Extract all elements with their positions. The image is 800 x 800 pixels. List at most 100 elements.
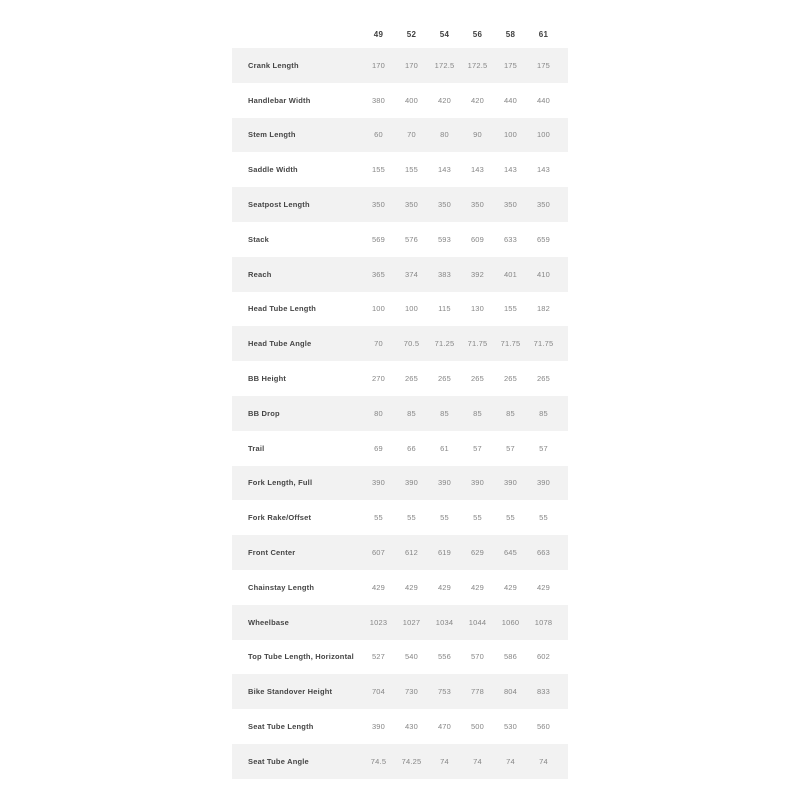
spec-value: 400: [404, 95, 419, 105]
spec-value: 85: [473, 408, 482, 418]
spec-value: 170: [404, 60, 419, 70]
spec-value: 71.25: [434, 339, 455, 349]
size-header-cell: 54: [439, 29, 450, 39]
size-header-cell: 58: [505, 29, 516, 39]
spec-value: 69: [374, 443, 383, 453]
spec-label: Head Tube Angle: [248, 339, 312, 349]
spec-value: 350: [371, 200, 386, 210]
spec-value: 85: [440, 408, 449, 418]
spec-value: 586: [503, 652, 518, 662]
spec-value: 350: [437, 200, 452, 210]
spec-row: Trail 69 66 61 57 57 57: [232, 431, 568, 466]
spec-value: 645: [503, 548, 518, 558]
spec-row: Stem Length 60 70 80 90 100 100: [232, 117, 568, 153]
spec-value: 612: [404, 548, 419, 558]
spec-label: Handlebar Width: [248, 95, 311, 105]
spec-value: 74.5: [370, 756, 387, 766]
spec-value: 270: [371, 374, 386, 384]
size-header-cell: 61: [538, 29, 549, 39]
spec-label: Fork Rake/Offset: [248, 513, 312, 523]
spec-value: 570: [470, 652, 485, 662]
spec-value: 429: [470, 582, 485, 592]
spec-label: Wheelbase: [248, 617, 289, 627]
spec-value: 470: [437, 722, 452, 732]
spec-row: Front Center 607 612 619 629 645 663: [232, 535, 568, 570]
spec-row: BB Drop 80 85 85 85 85 85: [232, 395, 568, 431]
spec-value: 55: [473, 513, 482, 523]
spec-value: 392: [470, 269, 485, 279]
spec-value: 100: [371, 304, 386, 314]
spec-value: 85: [506, 408, 515, 418]
spec-value: 390: [371, 722, 386, 732]
spec-row: Seatpost Length 350 350 350 350 350 350: [232, 187, 568, 222]
spec-value: 172.5: [467, 60, 488, 70]
spec-value: 265: [470, 374, 485, 384]
spec-value: 556: [437, 652, 452, 662]
spec-value: 350: [404, 200, 419, 210]
spec-value: 500: [470, 722, 485, 732]
spec-value: 172.5: [434, 60, 455, 70]
spec-row: BB Height 270 265 265 265 265 265: [232, 361, 568, 396]
spec-value: 80: [374, 408, 383, 418]
spec-value: 57: [473, 443, 482, 453]
spec-value: 401: [503, 269, 518, 279]
spec-value: 66: [407, 443, 416, 453]
spec-value: 61: [440, 443, 449, 453]
spec-label: Stack: [248, 234, 270, 244]
spec-row: Stack 569 576 593 609 633 659: [232, 222, 568, 257]
spec-value: 350: [536, 200, 551, 210]
spec-value: 704: [371, 687, 386, 697]
spec-value: 1060: [501, 617, 520, 627]
spec-label: BB Drop: [248, 408, 280, 418]
spec-value: 71.75: [467, 339, 488, 349]
spec-value: 602: [536, 652, 551, 662]
spec-label: Top Tube Length, Horizontal: [248, 652, 354, 662]
spec-label: Reach: [248, 269, 272, 279]
spec-value: 530: [503, 722, 518, 732]
spec-value: 633: [503, 234, 518, 244]
spec-value: 619: [437, 548, 452, 558]
spec-value: 659: [536, 234, 551, 244]
spec-value: 143: [503, 165, 518, 175]
spec-value: 265: [437, 374, 452, 384]
spec-value: 55: [440, 513, 449, 523]
spec-value: 429: [503, 582, 518, 592]
spec-label: Fork Length, Full: [248, 478, 313, 488]
spec-row: Bike Standover Height 704 730 753 778 80…: [232, 674, 568, 710]
spec-value: 70: [407, 130, 416, 140]
spec-value: 390: [404, 478, 419, 488]
geometry-table-body: Crank Length 170 170 172.5 172.5 175 175…: [232, 48, 568, 779]
spec-value: 55: [506, 513, 515, 523]
spec-value: 410: [536, 269, 551, 279]
spec-value: 55: [539, 513, 548, 523]
size-header-cell: 49: [373, 29, 384, 39]
spec-value: 576: [404, 234, 419, 244]
spec-value: 80: [440, 130, 449, 140]
spec-value: 55: [374, 513, 383, 523]
spec-value: 778: [470, 687, 485, 697]
spec-value: 143: [437, 165, 452, 175]
spec-value: 1034: [435, 617, 454, 627]
spec-value: 265: [503, 374, 518, 384]
size-header-cell: 56: [472, 29, 483, 39]
spec-row: Fork Length, Full 390 390 390 390 390 39…: [232, 465, 568, 501]
spec-row: Saddle Width 155 155 143 143 143 143: [232, 152, 568, 187]
spec-value: 60: [374, 130, 383, 140]
spec-value: 1078: [534, 617, 553, 627]
spec-value: 607: [371, 548, 386, 558]
spec-value: 390: [470, 478, 485, 488]
spec-value: 420: [437, 95, 452, 105]
spec-value: 730: [404, 687, 419, 697]
spec-value: 609: [470, 234, 485, 244]
spec-value: 350: [503, 200, 518, 210]
spec-value: 753: [437, 687, 452, 697]
spec-row: Head Tube Angle 70 70.5 71.25 71.75 71.7…: [232, 326, 568, 362]
spec-value: 593: [437, 234, 452, 244]
spec-value: 265: [536, 374, 551, 384]
spec-value: 429: [371, 582, 386, 592]
spec-row: Top Tube Length, Horizontal 527 540 556 …: [232, 640, 568, 675]
spec-label: BB Height: [248, 374, 287, 384]
spec-label: Seat Tube Angle: [248, 756, 309, 766]
spec-row: Chainstay Length 429 429 429 429 429 429: [232, 570, 568, 605]
spec-value: 115: [438, 304, 451, 314]
